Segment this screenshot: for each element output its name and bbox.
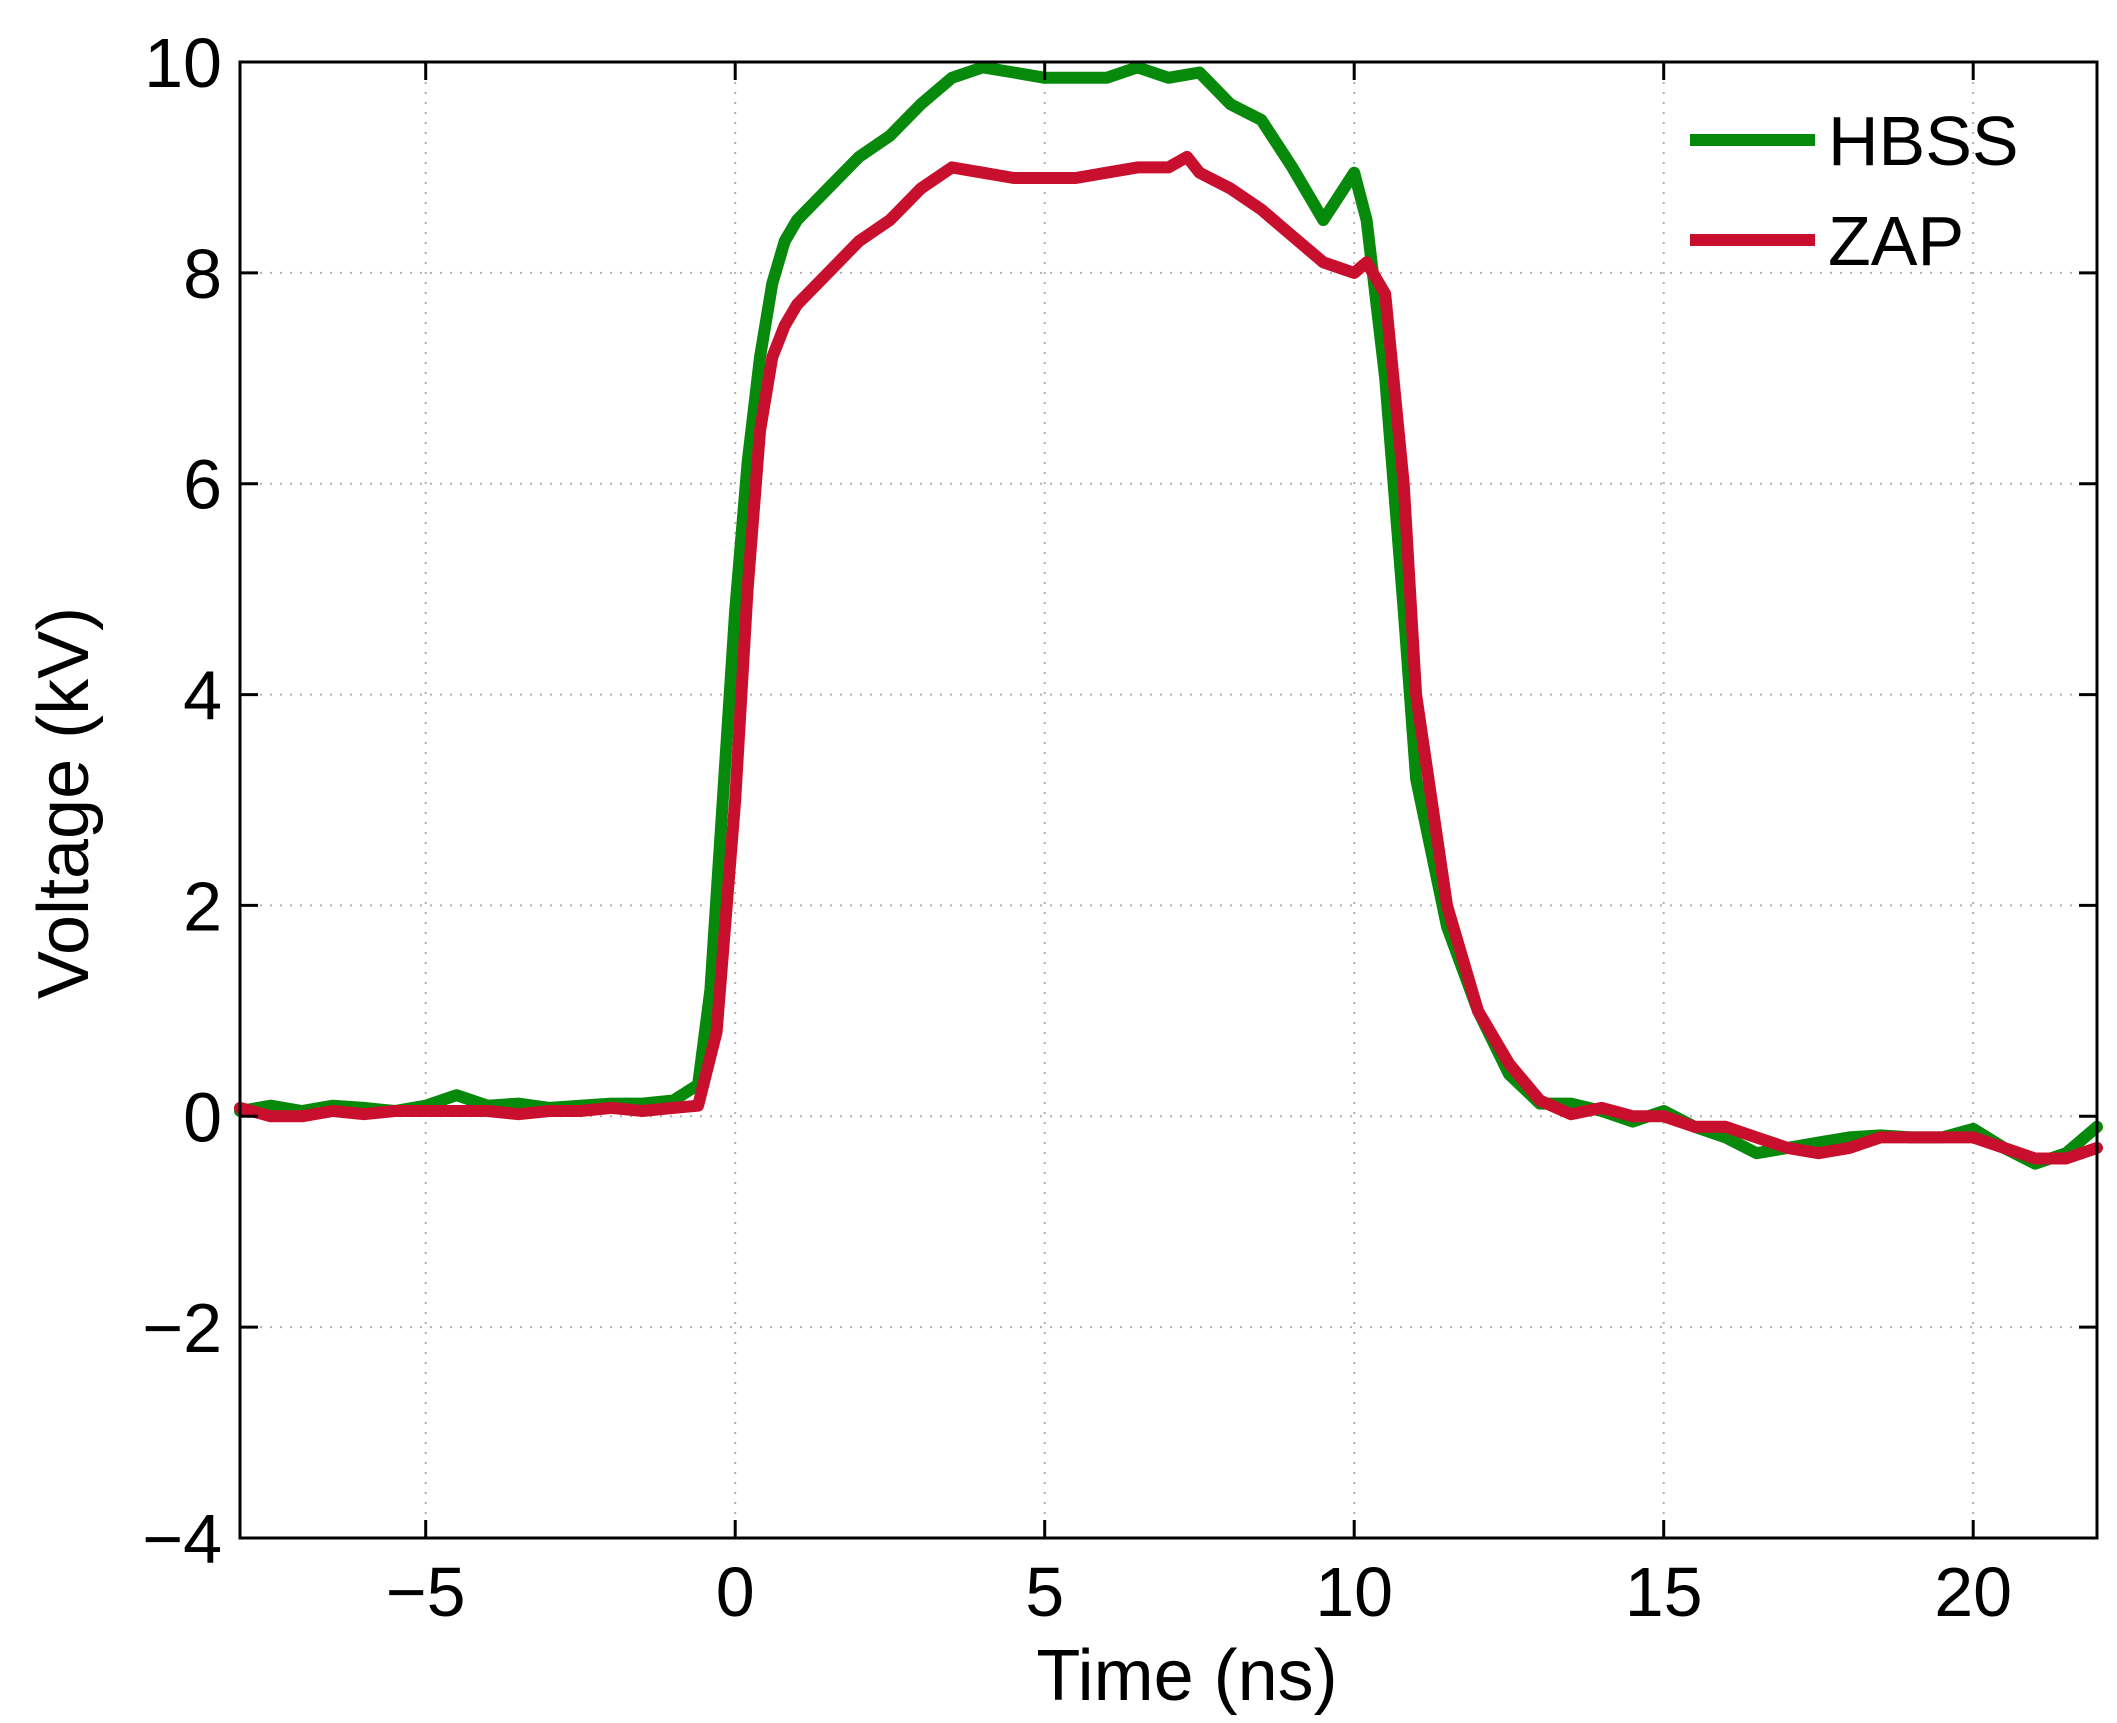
x-tick-label: 20: [1934, 1553, 2012, 1631]
x-tick-label: 5: [1025, 1553, 1064, 1631]
plot-area-frame: [238, 60, 2099, 1540]
y-tick-label: 0: [183, 1078, 222, 1156]
x-axis-label: Time (ns): [1036, 1636, 1337, 1716]
y-tick-label: 8: [183, 235, 222, 313]
x-tick-label: 15: [1625, 1553, 1703, 1631]
series-line-zap: [234, 150, 2103, 1165]
y-tick-label: 4: [183, 657, 222, 735]
y-tick-label: −2: [142, 1289, 222, 1367]
grid-lines: [240, 62, 2097, 1538]
legend-label-zap: ZAP: [1828, 202, 1964, 280]
y-tick-label: 6: [183, 446, 222, 524]
x-tick-label: 10: [1315, 1553, 1393, 1631]
axis-ticks: −5 0 5 10 15 20 −4 −2 0 2 4 6 8 10: [142, 24, 2097, 1631]
y-tick-label: 2: [183, 867, 222, 945]
y-axis-label: Voltage (kV): [24, 607, 104, 999]
legend-label-hbss: HBSS: [1828, 102, 2019, 180]
legend: HBSS ZAP: [1690, 102, 2019, 280]
y-tick-label: −4: [142, 1500, 222, 1578]
series-lines: [234, 61, 2103, 1170]
x-tick-label: −5: [386, 1553, 466, 1631]
y-tick-label: 10: [144, 24, 222, 102]
x-tick-label: 0: [716, 1553, 755, 1631]
